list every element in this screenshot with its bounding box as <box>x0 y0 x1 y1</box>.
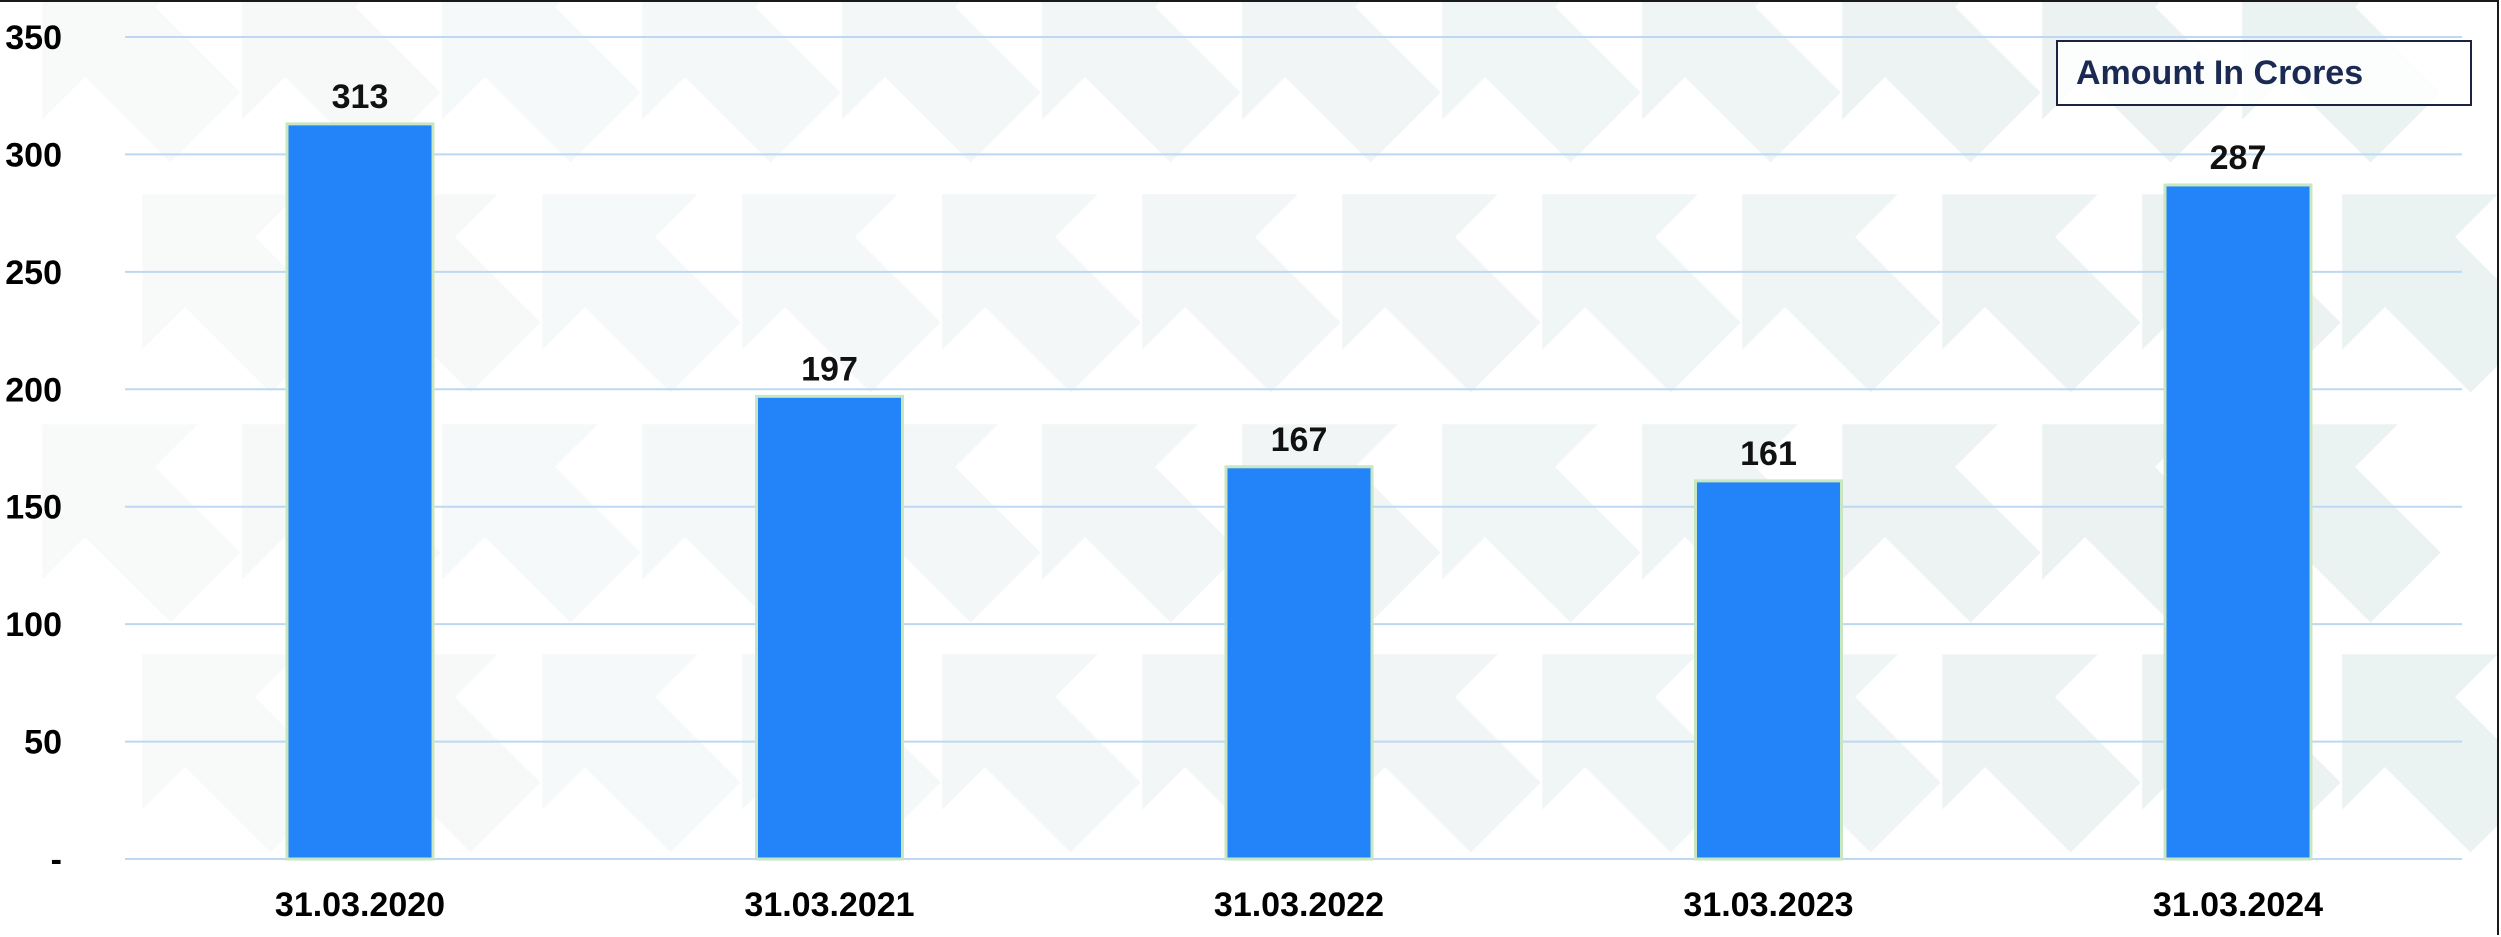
background-arrow-icon <box>442 424 641 623</box>
background-arrow-icon <box>942 654 1141 853</box>
background-arrow-icon <box>1042 2 1241 163</box>
data-label: 287 <box>2210 139 2267 177</box>
y-tick-label: 100 <box>5 606 62 644</box>
background-arrow-icon <box>2342 654 2497 853</box>
background-arrow-icon <box>1942 654 2141 853</box>
y-tick-label: 50 <box>24 724 62 762</box>
bars <box>285 122 2313 861</box>
background-arrow-icon <box>1042 424 1241 623</box>
background-arrow-icon <box>1642 2 1841 163</box>
legend: Amount In Crores <box>2056 40 2472 106</box>
y-tick-label: 300 <box>5 136 62 174</box>
background-arrow-icon <box>1242 2 1441 163</box>
background-arrow-icon <box>1842 424 2041 623</box>
x-tick-label: 31.03.2022 <box>1214 886 1384 924</box>
bar <box>1694 479 1843 861</box>
x-axis-tick-labels: 31.03.2020 31.03.2021 31.03.2022 31.03.2023… <box>275 886 2323 924</box>
background-arrow-icon <box>1742 194 1941 393</box>
background-arrow-icon <box>442 2 641 163</box>
background-arrow-icon <box>542 654 741 853</box>
bar <box>285 122 435 861</box>
background-arrow-icon <box>942 194 1141 393</box>
background-arrow-icon <box>42 2 241 163</box>
data-label: 197 <box>801 350 858 388</box>
y-tick-label: 250 <box>5 254 62 292</box>
background-arrow-icon <box>1542 654 1741 853</box>
legend-label: Amount In Crores <box>2076 53 2364 92</box>
bar <box>755 394 904 861</box>
background-arrow-icon <box>542 194 741 393</box>
y-tick-label: 350 <box>5 19 62 57</box>
y-axis-tick-labels: - 50 100 150 200 250 300 350 <box>5 19 62 879</box>
background-arrow-icon <box>242 2 441 163</box>
y-tick-label: 200 <box>5 371 62 409</box>
background-arrow-icon <box>2342 194 2497 393</box>
background-arrow-icon <box>1142 194 1341 393</box>
x-tick-label: 31.03.2021 <box>744 886 914 924</box>
background-arrow-icon <box>1942 194 2141 393</box>
background-arrow-icon <box>1442 424 1641 623</box>
data-label: 167 <box>1271 421 1328 459</box>
bar <box>1224 465 1374 861</box>
background-arrow-icon <box>1442 2 1641 163</box>
x-tick-label: 31.03.2023 <box>1683 886 1853 924</box>
x-tick-label: 31.03.2020 <box>275 886 445 924</box>
x-tick-label: 31.03.2024 <box>2153 886 2323 924</box>
data-labels: 313 197 167 161 287 <box>332 78 2267 473</box>
data-label: 161 <box>1740 435 1797 473</box>
background-arrow-icon <box>1342 654 1541 853</box>
background-arrow-icon <box>42 424 241 623</box>
y-tick-label: 150 <box>5 489 62 527</box>
background-arrow-icon <box>842 2 1041 163</box>
data-label: 313 <box>332 78 389 116</box>
y-tick-label: - <box>51 841 62 879</box>
background-arrow-icon <box>1842 2 2041 163</box>
background-arrow-icon <box>1542 194 1741 393</box>
background-arrow-icon <box>742 194 941 393</box>
background-arrow-icon <box>642 2 841 163</box>
bar <box>2163 183 2313 861</box>
background-arrow-icon <box>1342 194 1541 393</box>
